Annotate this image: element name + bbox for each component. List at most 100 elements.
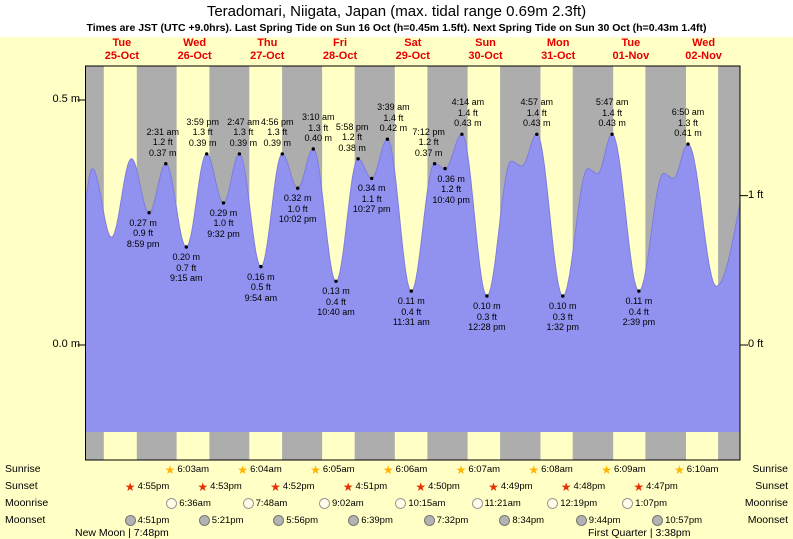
sunrise-entry: ★ 6:05am [310, 463, 354, 476]
sunrise-icon: ★ [382, 462, 394, 477]
tide-extreme-dot [237, 152, 242, 156]
tide-extreme-dot [356, 157, 360, 161]
moonset-time: 4:51pm [137, 515, 170, 526]
sunrise-entry: ★ 6:08am [528, 463, 572, 476]
moonset-time: 8:34pm [512, 515, 545, 526]
moonrise-icon [471, 498, 483, 509]
moonset-time: 9:44pm [588, 515, 621, 526]
sunset-entry: ★ 4:47pm [633, 480, 677, 493]
moonrise-entry: 11:21am [471, 497, 521, 510]
sunset-time: 4:48pm [573, 481, 606, 492]
sunrise-row-label-right: Sunrise [752, 463, 788, 475]
y-axis-label-05m: 0.5 m [52, 93, 80, 105]
day-label: Thu 27-Oct [250, 37, 285, 62]
day-label: Sun 30-Oct [468, 37, 503, 62]
tide-extreme-dot [311, 147, 315, 151]
tide-extreme-dot [561, 294, 565, 298]
sunrise-entry: ★ 6:09am [601, 463, 645, 476]
sunset-icon: ★ [270, 479, 281, 494]
sunset-icon: ★ [488, 479, 499, 494]
plot-border [85, 65, 741, 461]
tide-extreme-dot [205, 152, 209, 156]
day-label: Wed 26-Oct [177, 37, 212, 62]
tide-extreme-dot [184, 245, 188, 249]
sunset-icon: ★ [560, 479, 572, 494]
tide-high-label: 4:57 am 1.4 ft 0.43 m [520, 97, 554, 129]
tide-extreme-dot [296, 186, 300, 190]
moonset-icon [652, 515, 664, 526]
sunrise-entry: ★ 6:07am [456, 463, 500, 476]
tide-low-label: 0.13 m 0.4 ft 10:40 am [317, 286, 355, 318]
sunset-time: 4:55pm [137, 481, 170, 492]
sunset-row-label-right: Sunset [755, 480, 788, 492]
sunrise-icon: ★ [455, 462, 467, 477]
sunrise-entry: ★ 6:04am [237, 463, 281, 476]
sunrise-time: 6:06am [395, 464, 428, 475]
sunset-entry: ★ 4:48pm [561, 480, 605, 493]
sunset-time: 4:49pm [500, 481, 533, 492]
day-label: Fri 28-Oct [322, 37, 358, 62]
header-background [0, 0, 793, 37]
tide-high-label: 3:39 am 1.4 ft 0.42 m [377, 102, 410, 134]
sunset-time: 4:51pm [355, 481, 388, 492]
sunset-icon: ★ [197, 479, 209, 494]
sunset-entry: ★ 4:52pm [270, 480, 314, 493]
moonrise-entry: 9:02am [319, 497, 364, 510]
sunset-icon: ★ [124, 479, 136, 494]
tide-low-label: 0.20 m 0.7 ft 9:15 am [170, 252, 203, 283]
sunset-icon: ★ [633, 479, 645, 494]
tide-low-label: 0.36 m 1.2 ft 10:40 pm [432, 173, 470, 205]
tide-low-label: 0.34 m 1.1 ft 10:27 pm [352, 183, 391, 215]
sunset-icon: ★ [415, 479, 427, 494]
tide-extreme-dot [432, 162, 437, 166]
page-title: Teradomari, Niigata, Japan (max. tidal r… [206, 3, 587, 20]
moonset-time: 5:56pm [286, 515, 318, 526]
first-quarter-note: First Quarter | 3:38pm [588, 527, 691, 539]
sunrise-icon: ★ [601, 462, 612, 477]
moonrise-time: 10:15am [408, 498, 446, 509]
moonrise-entry: 6:36am [166, 497, 211, 510]
tide-extreme-dot [460, 132, 464, 136]
tide-area [85, 134, 740, 433]
sunrise-entry: ★ 6:03am [165, 463, 209, 476]
moonset-icon [423, 515, 435, 526]
sunset-time: 4:53pm [210, 481, 242, 492]
moonrise-icon [319, 498, 330, 509]
sunset-entry: ★ 4:55pm [125, 480, 169, 493]
moonset-entry: 4:51pm [124, 514, 170, 527]
tide-extreme-dot [637, 289, 641, 293]
tide-extreme-dot [370, 176, 374, 181]
tide-high-label: 3:59 pm 1.3 ft 0.39 m [186, 116, 219, 148]
moonset-icon [348, 515, 360, 526]
moonset-entry: 7:32pm [423, 514, 468, 527]
tide-high-label: 5:47 am 1.4 ft 0.43 m [595, 97, 629, 129]
tide-low-label: 0.11 m 0.4 ft 11:31 am [392, 296, 430, 328]
sunrise-icon: ★ [674, 462, 685, 477]
spring-tide-subtitle: Times are JST (UTC +9.0hrs). Last Spring… [86, 22, 707, 34]
tide-extreme-dot [686, 142, 690, 146]
moonset-icon [273, 515, 285, 526]
tide-extreme-dot [535, 132, 539, 136]
moonset-entry: 6:39pm [348, 514, 393, 527]
tide-high-label: 5:58 pm 1.2 ft 0.38 m [335, 121, 369, 153]
moonset-entry: 10:57pm [652, 514, 702, 527]
sunset-entry: ★ 4:53pm [197, 480, 241, 493]
y-axis-label-00m: 0.0 m [52, 338, 80, 350]
moonrise-time: 9:02am [332, 498, 364, 509]
sunset-entry: ★ 4:51pm [343, 480, 387, 493]
moonset-time: 5:21pm [211, 515, 244, 526]
sunrise-icon: ★ [528, 462, 540, 477]
moonrise-time: 7:48am [255, 498, 288, 509]
sunrise-time: 6:10am [686, 464, 719, 475]
sunrise-time: 6:08am [541, 464, 573, 475]
sunset-time: 4:50pm [428, 481, 460, 492]
sunrise-time: 6:04am [250, 464, 282, 475]
moonrise-entry: 12:19pm [547, 497, 597, 510]
tide-low-label: 0.27 m 0.9 ft 8:59 pm [126, 217, 160, 249]
sunset-row-label-left: Sunset [5, 480, 38, 492]
tide-high-label: 4:14 am 1.4 ft 0.43 m [451, 97, 485, 129]
tide-high-label: 2:47 am 1.3 ft 0.39 m [227, 116, 260, 148]
moonset-time: 6:39pm [361, 515, 393, 526]
sunrise-entry: ★ 6:10am [674, 463, 718, 476]
sunset-entry: ★ 4:49pm [488, 480, 532, 493]
